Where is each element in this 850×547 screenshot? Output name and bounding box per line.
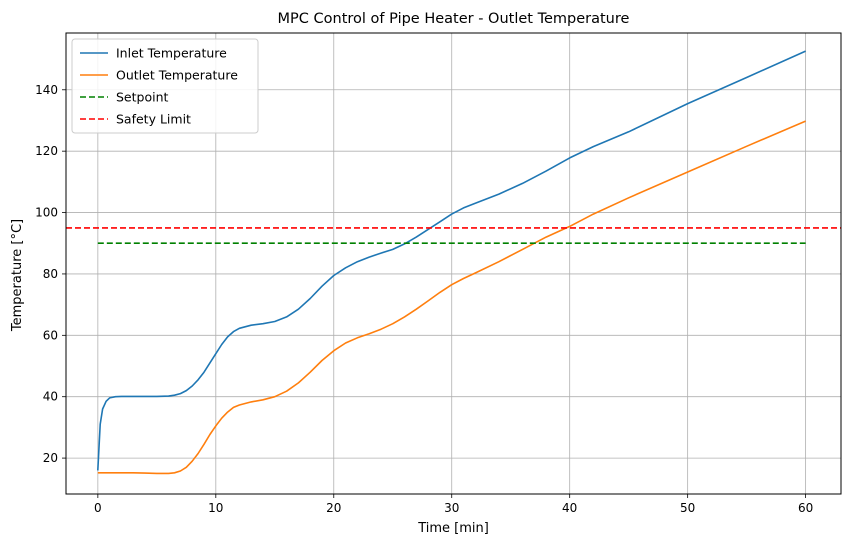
y-tick-label: 140: [35, 83, 58, 97]
outlet-temperature-line: [97, 120, 806, 475]
y-tick-label: 40: [43, 390, 58, 404]
ticks: 0 10 20 30 40 50 60 20 40 60 80 100 120 140: [35, 83, 813, 515]
y-axis-label: Temperature [°C]: [10, 219, 25, 332]
plot-frame: [65, 32, 842, 495]
x-tick-label: 0: [94, 501, 102, 515]
x-tick-label: 20: [326, 501, 341, 515]
legend-label-safety-limit: Safety Limit: [116, 112, 191, 127]
legend-label-outlet-temperature: Outlet Temperature: [116, 68, 238, 83]
y-tick-label: 100: [35, 206, 58, 220]
y-tick-label: 120: [35, 144, 58, 158]
x-tick-label: 10: [208, 501, 223, 515]
x-tick-label: 60: [798, 501, 813, 515]
legend-label-inlet-temperature: Inlet Temperature: [116, 46, 227, 61]
y-tick-label: 60: [43, 328, 58, 342]
x-tick-label: 50: [680, 501, 695, 515]
x-tick-label: 40: [562, 501, 577, 515]
inlet-temperature-line: [97, 50, 806, 471]
y-tick-label: 80: [43, 267, 58, 281]
legend-label-setpoint: Setpoint: [116, 90, 169, 105]
legend: Inlet Temperature Outlet Temperature Setpo…: [71, 38, 259, 134]
x-axis-label: Time [min]: [417, 521, 489, 536]
y-tick-label: 20: [43, 451, 58, 465]
series-group: [66, 50, 841, 475]
x-tick-label: 30: [444, 501, 459, 515]
legend-box: [71, 38, 259, 134]
chart-title: MPC Control of Pipe Heater - Outlet Temp…: [278, 11, 630, 27]
